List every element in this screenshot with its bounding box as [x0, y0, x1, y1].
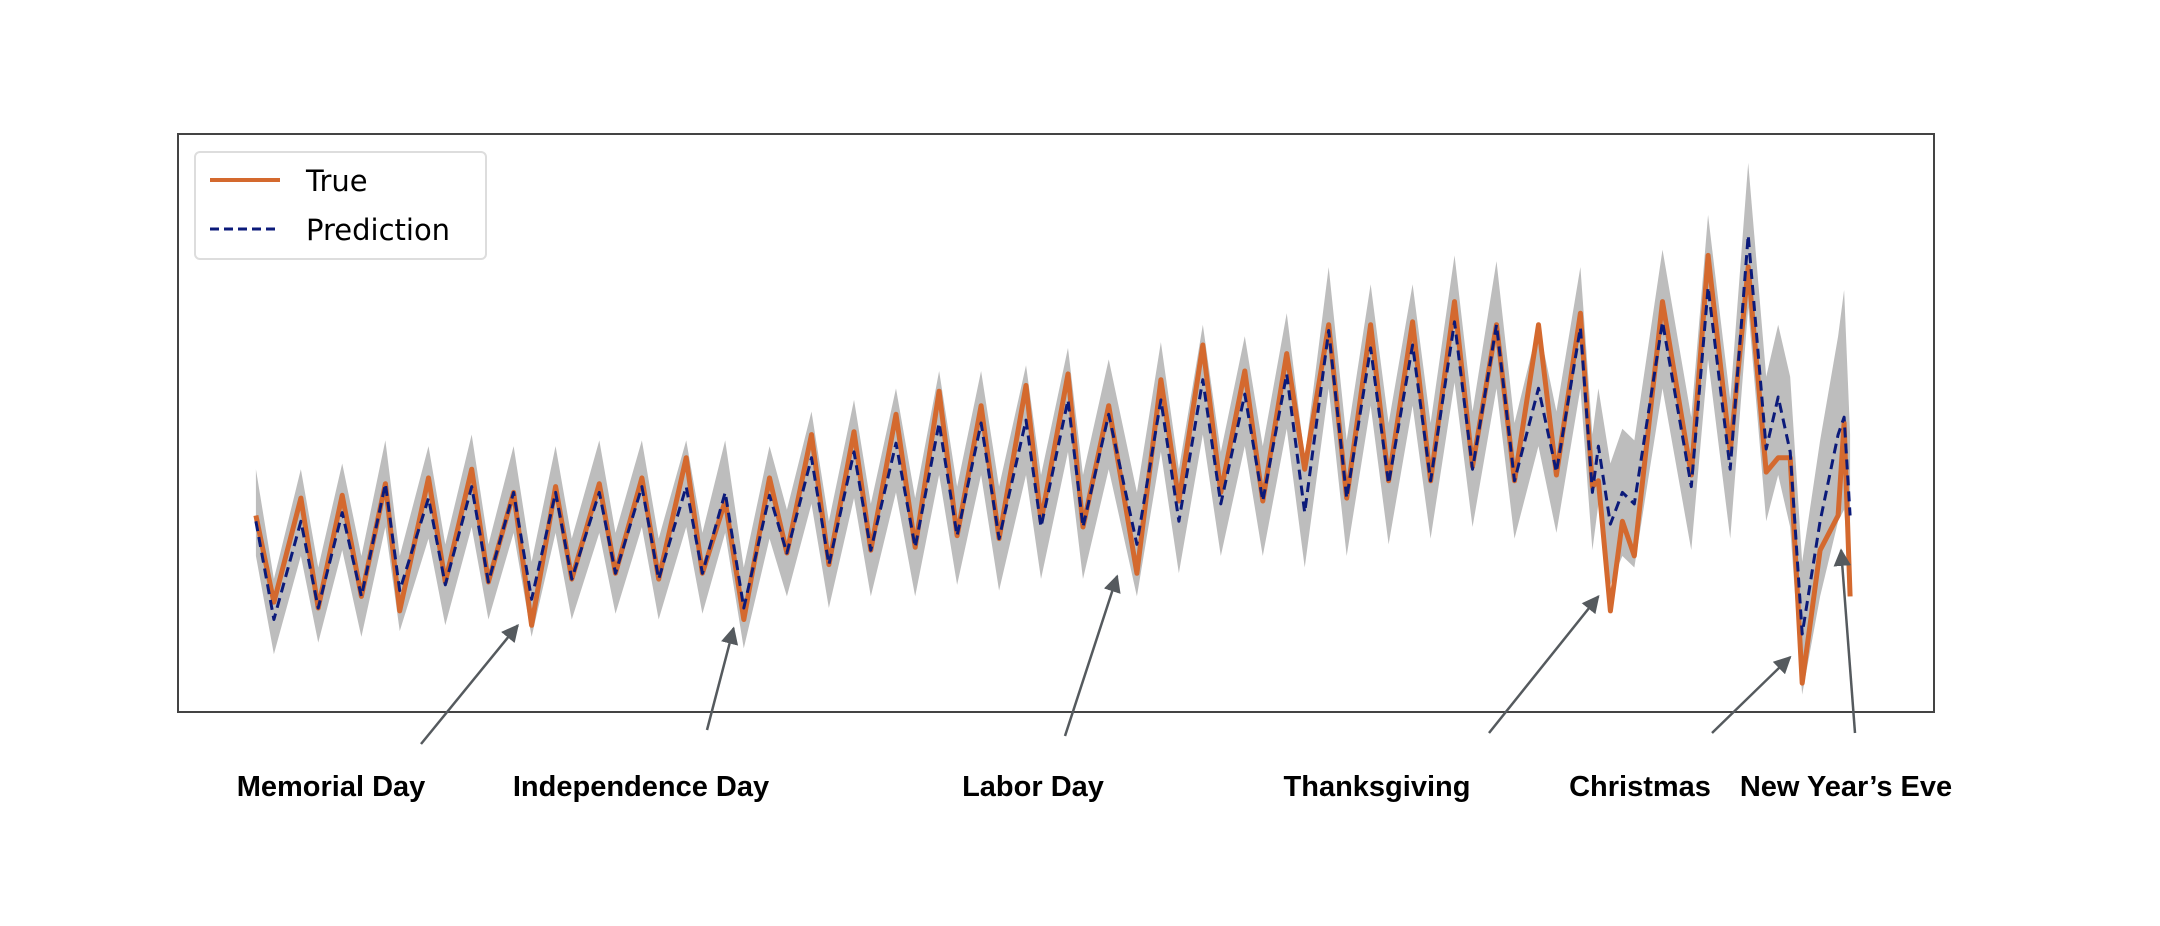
true-series-line	[253, 252, 1853, 686]
memorial-daylabel: Memorial Day	[237, 771, 426, 803]
new-year-s-evelabel: New Year’s Eve	[1740, 771, 1952, 803]
legend-true-label: True	[305, 164, 368, 198]
labor-daylabel: Labor Day	[962, 771, 1104, 803]
independence-dayarrow	[705, 626, 739, 731]
thanksgivingarrow	[1488, 595, 1600, 734]
prediction-series-line	[254, 233, 1852, 636]
independence-daylabel: Independence Day	[513, 771, 769, 803]
legend: True Prediction	[194, 151, 487, 260]
legend-prediction-label: Prediction	[306, 213, 450, 247]
thanksgivinglabel: Thanksgiving	[1284, 771, 1471, 803]
labor-dayarrow	[1063, 574, 1121, 737]
memorial-dayarrow	[420, 623, 519, 745]
new-year-s-evearrow	[1833, 548, 1857, 734]
christmaslabel: Christmas	[1569, 771, 1711, 803]
christmasarrow	[1711, 655, 1792, 734]
